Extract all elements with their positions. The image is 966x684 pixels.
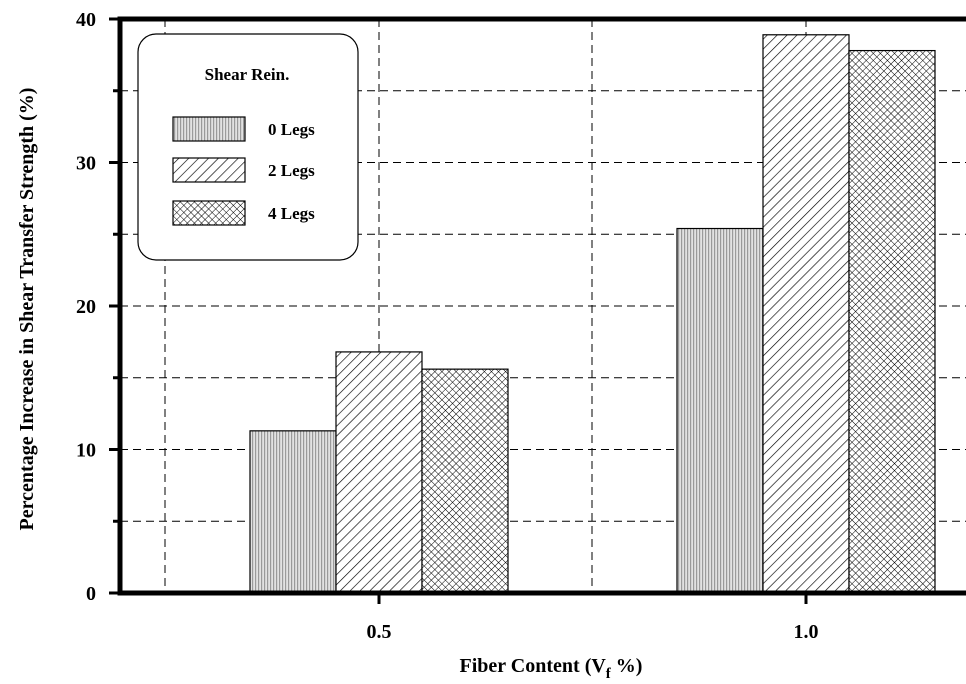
y-axis-title: Percentage Increase in Shear Transfer St…	[16, 88, 38, 531]
legend-label: 0 Legs	[268, 120, 315, 139]
axes	[109, 16, 966, 604]
bar-2-legs-1.0	[762, 34, 850, 594]
x-axis-title: Fiber Content (Vf %)	[460, 655, 643, 682]
legend-title: Shear Rein.	[205, 65, 290, 84]
bar-2-legs-0.5	[335, 351, 423, 594]
x-tick-label: 0.5	[367, 621, 392, 643]
bar-4-legs-0.5	[421, 368, 509, 594]
legend: Shear Rein. 0 Legs 2 Legs 4 Legs	[137, 33, 359, 261]
y-tick-label: 20	[76, 296, 96, 318]
y-tick-labels: 0 10 20 30 40	[76, 9, 96, 605]
y-tick-label: 30	[76, 153, 96, 175]
y-tick-label: 10	[76, 440, 96, 462]
bar-4-legs-1.0	[848, 49, 936, 594]
bar-0-legs-0.5	[249, 430, 337, 594]
legend-swatch	[172, 200, 246, 226]
legend-label: 2 Legs	[268, 161, 315, 180]
x-axis-title-suffix: %)	[611, 655, 643, 677]
legend-swatch	[172, 116, 246, 142]
legend-label: 4 Legs	[268, 204, 315, 223]
y-tick-label: 40	[76, 9, 96, 31]
x-tick-label: 1.0	[794, 621, 819, 643]
bar-0-legs-1.0	[676, 227, 764, 594]
x-axis-title-subscript: f	[606, 666, 612, 682]
legend-swatch	[172, 157, 246, 183]
x-axis-title-main: Fiber Content (V	[460, 655, 607, 677]
bars	[249, 34, 936, 594]
x-tick-labels: 0.5 1.0	[367, 621, 819, 643]
y-tick-label: 0	[86, 583, 96, 605]
